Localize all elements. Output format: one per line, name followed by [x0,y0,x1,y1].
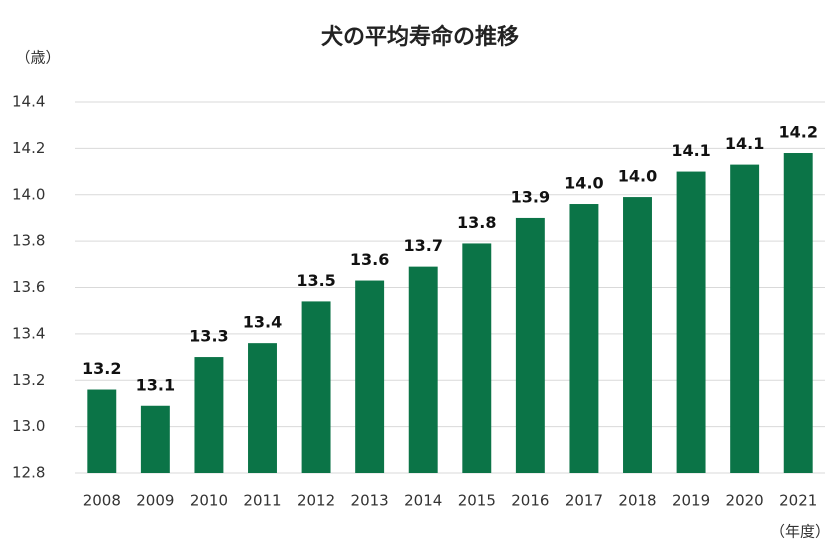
value-label: 13.5 [296,271,335,290]
y-axis-label: （歳） [15,49,60,67]
y-tick-label: 13.4 [12,324,45,342]
value-label: 14.0 [564,174,603,193]
bar [676,171,706,473]
y-tick-label: 13.8 [12,232,45,250]
y-tick-label: 12.8 [12,464,45,482]
value-label: 14.1 [671,141,710,160]
x-tick-label: 2020 [726,492,764,510]
value-label: 13.9 [511,187,550,206]
bar [623,197,652,473]
y-tick-label: 13.2 [12,371,45,389]
x-tick-label: 2008 [83,492,121,510]
value-label: 13.2 [82,359,121,378]
x-tick-label: 2010 [190,492,228,510]
y-tick-label: 14.4 [12,93,45,111]
value-label: 13.4 [243,313,282,332]
x-tick-label: 2013 [351,492,389,510]
x-tick-label: 2018 [618,492,656,510]
x-axis-label: （年度） [770,523,830,541]
value-label: 14.0 [618,167,657,186]
value-label: 14.1 [725,134,764,153]
x-tick-label: 2009 [136,492,174,510]
x-tick-label: 2014 [404,492,442,510]
bar [87,389,117,473]
y-tick-label: 13.6 [12,278,45,296]
x-tick-label: 2021 [779,492,817,510]
bar [301,301,331,473]
y-tick-label: 14.2 [12,139,45,157]
value-label: 13.1 [136,375,175,394]
x-tick-label: 2012 [297,492,335,510]
bar [355,280,385,473]
chart-title: 犬の平均寿命の推移 [321,24,519,50]
y-tick-label: 13.0 [12,417,45,435]
x-tick-label: 2015 [458,492,496,510]
x-tick-label: 2019 [672,492,710,510]
value-label: 13.8 [457,213,496,232]
x-tick-label: 2016 [511,492,549,510]
x-tick-label: 2011 [243,492,281,510]
bar [730,164,760,473]
bar [462,243,492,473]
bar [515,217,545,473]
x-tick-label: 2017 [565,492,603,510]
bar [194,357,224,473]
bar [140,405,170,473]
value-label: 13.3 [189,327,228,346]
value-label: 13.7 [403,236,442,255]
value-label: 14.2 [778,123,817,142]
bar [569,204,599,473]
bar [248,343,277,473]
y-tick-label: 14.0 [12,185,45,203]
bar [408,266,438,473]
value-label: 13.6 [350,250,389,269]
bar [783,153,813,473]
